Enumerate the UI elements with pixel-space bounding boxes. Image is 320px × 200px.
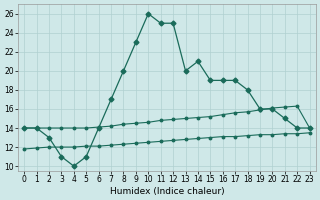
X-axis label: Humidex (Indice chaleur): Humidex (Indice chaleur) xyxy=(109,187,224,196)
